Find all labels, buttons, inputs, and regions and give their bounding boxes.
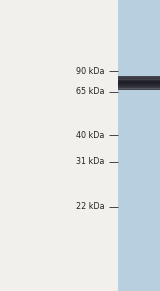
Bar xyxy=(118,89,160,90)
Bar xyxy=(118,88,160,89)
Bar xyxy=(118,87,160,88)
Bar xyxy=(118,76,160,77)
Text: 65 kDa: 65 kDa xyxy=(76,87,105,96)
Bar xyxy=(118,79,160,80)
Bar xyxy=(118,77,160,78)
Text: 31 kDa: 31 kDa xyxy=(76,157,105,166)
Bar xyxy=(118,78,160,79)
Bar xyxy=(118,81,160,82)
Text: 22 kDa: 22 kDa xyxy=(76,202,105,211)
Bar xyxy=(118,82,160,83)
Bar xyxy=(118,86,160,87)
Bar xyxy=(118,86,160,87)
Bar xyxy=(118,76,160,77)
Text: 40 kDa: 40 kDa xyxy=(76,131,105,140)
Bar xyxy=(118,77,160,78)
Bar xyxy=(118,80,160,81)
Text: 90 kDa: 90 kDa xyxy=(76,67,105,76)
Bar xyxy=(118,85,160,86)
Bar xyxy=(118,81,160,82)
Bar xyxy=(118,85,160,86)
Bar xyxy=(118,79,160,80)
Bar xyxy=(118,83,160,84)
Bar xyxy=(118,83,160,84)
Bar xyxy=(118,0,160,291)
Bar xyxy=(118,82,160,83)
Bar xyxy=(118,88,160,89)
Bar xyxy=(118,89,160,90)
Bar xyxy=(118,84,160,85)
Bar xyxy=(118,80,160,81)
